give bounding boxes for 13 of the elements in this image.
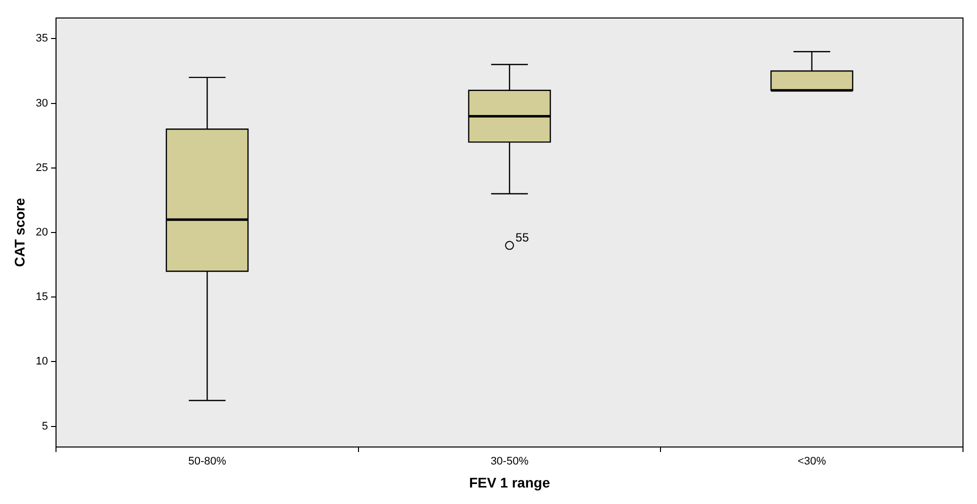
y-tick-label: 5 [42,420,48,432]
y-tick-label: 35 [36,32,48,45]
y-tick-label: 15 [36,291,48,304]
y-tick-label: 10 [36,356,48,368]
x-tick-label: <30% [798,456,826,468]
x-axis-title: FEV 1 range [469,474,550,490]
x-tick-label: 30-50% [490,456,529,468]
y-tick-label: 30 [36,97,48,110]
y-tick-label: 25 [36,162,48,174]
y-axis-title: CAT score [11,198,28,267]
x-tick-label: 50-80% [188,456,226,468]
annotation: 55 [516,230,530,245]
y-tick-label: 20 [36,226,48,239]
